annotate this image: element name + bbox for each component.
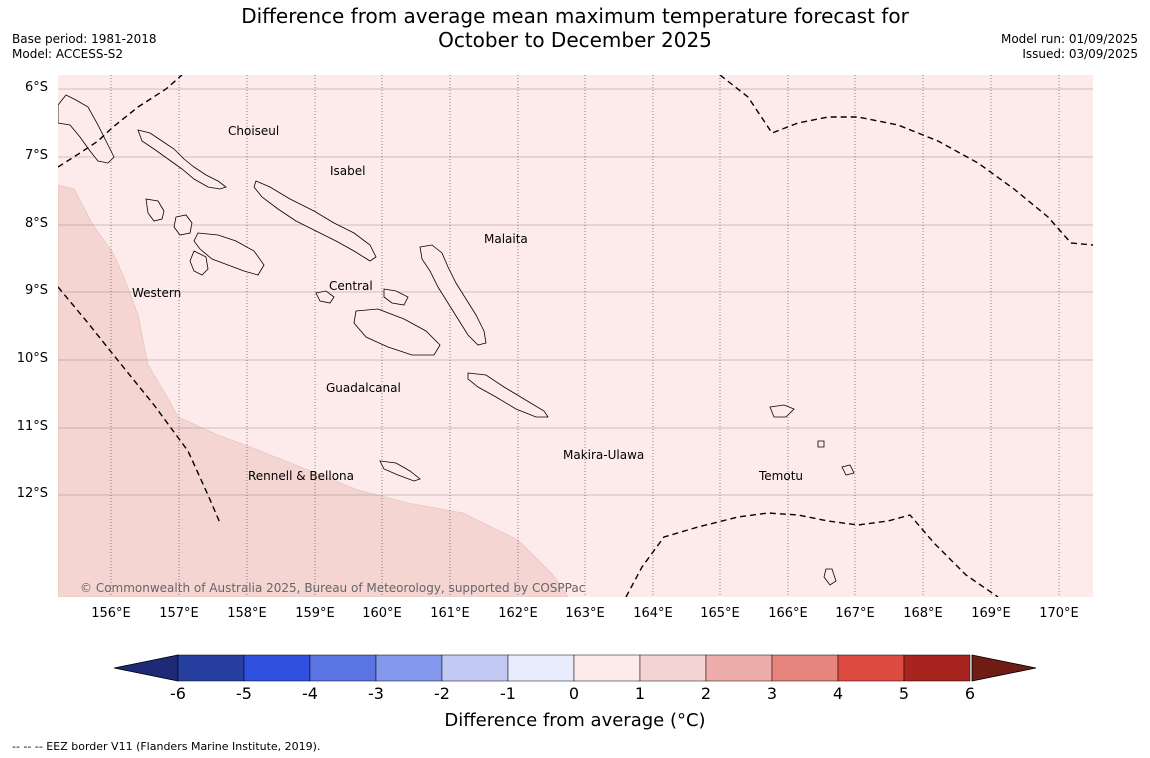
lon-label-169e: 169°E xyxy=(971,606,1011,621)
label-central: Central xyxy=(329,279,373,293)
label-choiseul: Choiseul xyxy=(228,124,279,138)
colorbar-bin xyxy=(771,654,839,682)
colorbar-bin xyxy=(573,654,641,682)
eez-border-north-west xyxy=(58,75,183,168)
colorbar-tick-2: 2 xyxy=(700,684,712,703)
lon-label-168e: 168°E xyxy=(903,606,943,621)
lat-label-9s: 9°S xyxy=(24,283,48,298)
eez-border-west xyxy=(58,286,221,524)
colorbar-tick-m1: -1 xyxy=(500,684,516,703)
colorbar-bin xyxy=(243,654,311,682)
colorbar-over-arrow xyxy=(971,654,1037,682)
vanikoro-island xyxy=(841,464,855,476)
colorbar-bin xyxy=(309,654,377,682)
anuta-island xyxy=(823,568,837,586)
lon-label-167e: 167°E xyxy=(835,606,875,621)
eez-border-south-east xyxy=(625,512,999,597)
map-title: Difference from average mean maximum tem… xyxy=(200,4,950,52)
label-guadalcanal: Guadalcanal xyxy=(326,381,401,395)
colorbar-bin xyxy=(375,654,443,682)
eez-borders xyxy=(58,75,1093,597)
colorbar-bin xyxy=(705,654,773,682)
colorbar-tick-5: 5 xyxy=(898,684,910,703)
lon-label-162e: 162°E xyxy=(498,606,538,621)
colorbar-bin xyxy=(507,654,575,682)
colorbar-bins xyxy=(177,654,971,682)
colorbar-tick-m3: -3 xyxy=(368,684,384,703)
colorbar-bin xyxy=(177,654,245,682)
choiseul-island xyxy=(137,129,227,190)
guadalcanal-island xyxy=(353,308,441,356)
colorbar-tick-4: 4 xyxy=(832,684,844,703)
colorbar-tick-m6: -6 xyxy=(170,684,186,703)
lon-label-163e: 163°E xyxy=(565,606,605,621)
map-panel: Choiseul Isabel Malaita Western Central … xyxy=(58,75,1093,597)
lat-label-6s: 6°S xyxy=(24,80,48,95)
vella-lavella-island xyxy=(145,198,165,222)
label-temotu: Temotu xyxy=(758,469,803,483)
kolombangara-island xyxy=(173,214,193,236)
central-islet xyxy=(383,288,409,306)
latitude-gridlines xyxy=(58,88,1093,496)
colorbar-under-arrow xyxy=(114,654,179,682)
lat-label-10s: 10°S xyxy=(16,351,48,366)
colorbar-bin xyxy=(639,654,707,682)
lon-label-156e: 156°E xyxy=(91,606,131,621)
label-makira-ulawa: Makira-Ulawa xyxy=(563,448,644,462)
copyright-notice: © Commonwealth of Australia 2025, Bureau… xyxy=(80,581,585,595)
lon-label-165e: 165°E xyxy=(700,606,740,621)
lat-label-11s: 11°S xyxy=(16,419,48,434)
nendo-island xyxy=(769,404,795,418)
colorbar-bin xyxy=(837,654,905,682)
label-western: Western xyxy=(132,286,181,300)
islands xyxy=(58,94,855,586)
nggela-island xyxy=(315,290,335,304)
eez-border-north-east xyxy=(719,75,1093,246)
issued-date: Issued: 03/09/2025 xyxy=(1022,47,1138,61)
makira-island xyxy=(467,372,549,418)
warmer-region xyxy=(58,184,569,597)
meta-left: Base period: 1981-2018 Model: ACCESS-S2 xyxy=(12,32,157,62)
base-period: Base period: 1981-2018 xyxy=(12,32,157,46)
new-georgia-island xyxy=(193,232,265,276)
eez-footnote: -- -- -- EEZ border V11 (Flanders Marine… xyxy=(12,740,321,753)
label-rennell-bellona: Rennell & Bellona xyxy=(248,469,354,483)
utupua-island xyxy=(817,440,825,448)
lat-label-12s: 12°S xyxy=(16,486,48,501)
colorbar-bin xyxy=(903,654,971,682)
title-line-1: Difference from average mean maximum tem… xyxy=(241,4,909,28)
label-isabel: Isabel xyxy=(330,164,365,178)
colorbar-bin xyxy=(441,654,509,682)
rennell-island xyxy=(379,460,421,482)
colorbar-tick-6: 6 xyxy=(964,684,976,703)
rendova-island xyxy=(189,250,209,276)
isabel-island xyxy=(253,180,377,262)
meta-right: Model run: 01/09/2025 Issued: 03/09/2025 xyxy=(1001,32,1138,62)
title-line-2: October to December 2025 xyxy=(438,28,712,52)
lon-label-158e: 158°E xyxy=(227,606,267,621)
colorbar-tick-0: 0 xyxy=(568,684,580,703)
colorbar-tick-3: 3 xyxy=(766,684,778,703)
colorbar-tick-1: 1 xyxy=(634,684,646,703)
lat-label-7s: 7°S xyxy=(24,148,48,163)
colorbar-tick-m5: -5 xyxy=(236,684,252,703)
label-malaita: Malaita xyxy=(484,232,528,246)
lon-label-166e: 166°E xyxy=(768,606,808,621)
colorbar-title: Difference from average (°C) xyxy=(444,710,706,731)
lon-label-161e: 161°E xyxy=(430,606,470,621)
lat-label-8s: 8°S xyxy=(24,216,48,231)
model-name: Model: ACCESS-S2 xyxy=(12,47,124,61)
model-run: Model run: 01/09/2025 xyxy=(1000,32,1138,46)
colorbar-tick-m4: -4 xyxy=(302,684,318,703)
bougainville-island xyxy=(58,94,115,164)
lon-label-170e: 170°E xyxy=(1039,606,1079,621)
colorbar xyxy=(114,654,1037,682)
malaita-island xyxy=(419,244,487,346)
lon-label-157e: 157°E xyxy=(159,606,199,621)
lon-label-160e: 160°E xyxy=(362,606,402,621)
colorbar-tick-m2: -2 xyxy=(434,684,450,703)
lon-label-164e: 164°E xyxy=(633,606,673,621)
lon-label-159e: 159°E xyxy=(295,606,335,621)
